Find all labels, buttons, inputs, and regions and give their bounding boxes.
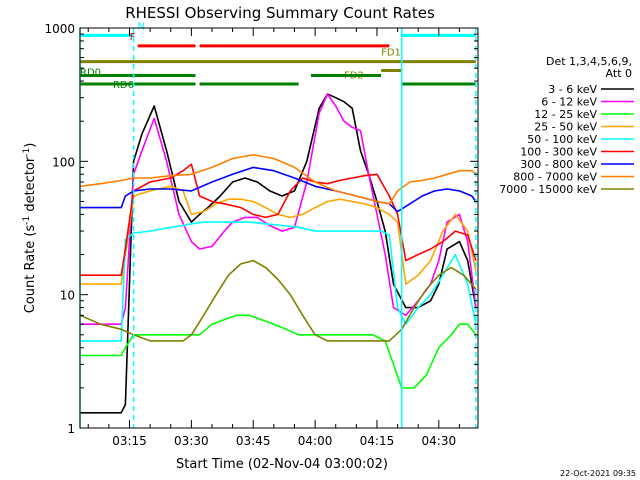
legend-entry-label-2: 12 - 25 keV	[534, 108, 597, 121]
y-axis-label-sup2: -1	[22, 148, 32, 157]
y-tick-label-2: 100	[52, 155, 75, 169]
series-line-5	[80, 163, 477, 277]
status-bar-label-fd1: FD1	[381, 48, 401, 59]
legend-entry-label-0: 3 - 6 keV	[548, 83, 597, 96]
legend-entry-label-6: 300 - 800 keV	[520, 158, 597, 171]
series-line-4	[80, 221, 477, 342]
x-tick-label-5: 04:30	[422, 434, 457, 448]
series-line-8	[79, 259, 477, 342]
legend-title-line-1: Att 0	[606, 67, 632, 80]
y-tick-label-3: 1000	[44, 22, 75, 36]
y-axis-label: Count Rate (s-1 detector-1)	[22, 143, 38, 314]
legend-title-line-0: Det 1,3,4,5,6,9,	[546, 55, 632, 68]
y-axis-label-sup1: -1	[22, 216, 32, 225]
y-axis-label-main: Count Rate (s	[23, 225, 38, 314]
x-tick-label-3: 04:00	[298, 434, 333, 448]
y-tick-label-0: 1	[67, 422, 75, 436]
legend-entry-label-1: 6 - 12 keV	[541, 96, 597, 109]
status-bar-label-f: F	[130, 32, 136, 43]
status-bar-label-n: N	[138, 21, 145, 32]
footer-date: 22-Oct-2021 09:35	[560, 469, 636, 478]
legend-entry-label-5: 100 - 300 keV	[520, 146, 597, 159]
x-tick-label-1: 03:30	[174, 434, 209, 448]
plot-frame	[79, 27, 479, 429]
y-axis-label-end: )	[23, 143, 38, 148]
series-line-2	[80, 314, 477, 389]
legend-entry-label-8: 7000 - 15000 keV	[499, 183, 597, 196]
y-tick-label-1: 10	[60, 289, 75, 303]
x-axis-label: Start Time (02-Nov-04 03:00:02)	[176, 457, 388, 472]
chart-title: RHESSI Observing Summary Count Rates	[125, 4, 435, 22]
axes: 03:15 03:30 03:45 04:00 04:15 04:30 1 10 100 1000	[44, 22, 479, 448]
y-axis-label-mid: detector	[23, 156, 38, 216]
legend-entry-label-3: 25 - 50 keV	[534, 121, 597, 134]
x-tick-label-0: 03:15	[112, 434, 147, 448]
status-bar-label-rd0: RD0	[80, 68, 101, 79]
data-series	[79, 93, 477, 414]
series-line-6	[80, 166, 477, 213]
x-tick-label-2: 03:45	[236, 434, 271, 448]
legend-entry-label-4: 50 - 100 keV	[527, 133, 597, 146]
status-bar-label-rd6: RD6	[113, 80, 134, 91]
x-tick-label-4: 04:15	[360, 434, 395, 448]
series-line-7	[79, 154, 477, 205]
legend-entry-label-7: 800 - 7000 keV	[513, 171, 597, 184]
